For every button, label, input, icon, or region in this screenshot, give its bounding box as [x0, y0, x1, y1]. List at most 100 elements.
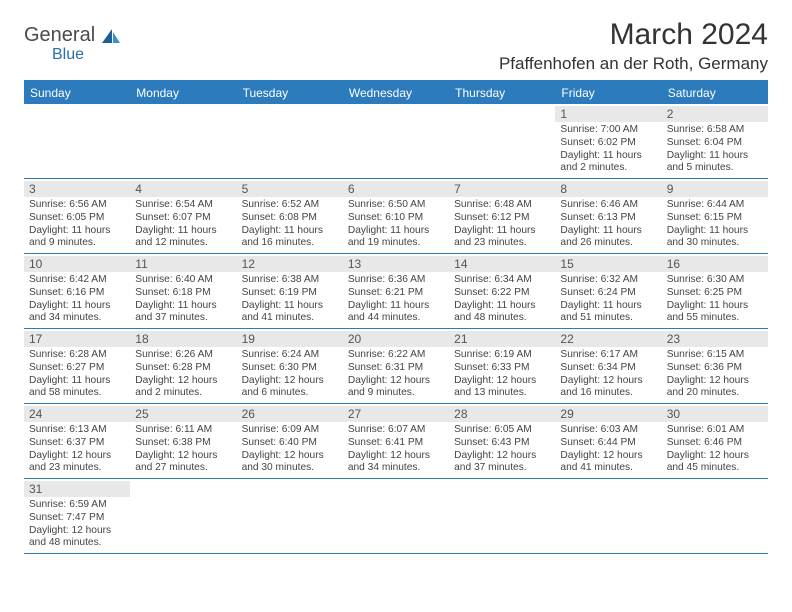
brand-logo: General Blue [24, 26, 122, 62]
day-info-line: Sunrise: 6:40 AM [135, 274, 231, 287]
week-row: 1Sunrise: 7:00 AMSunset: 6:02 PMDaylight… [24, 104, 768, 179]
week-row: 17Sunrise: 6:28 AMSunset: 6:27 PMDayligh… [24, 329, 768, 404]
day-number: 17 [24, 331, 130, 347]
day-info-line: and 45 minutes. [667, 462, 763, 475]
day-cell: 18Sunrise: 6:26 AMSunset: 6:28 PMDayligh… [130, 329, 236, 403]
day-cell [130, 104, 236, 178]
day-cell: 26Sunrise: 6:09 AMSunset: 6:40 PMDayligh… [237, 404, 343, 478]
day-info-line: Sunrise: 6:22 AM [348, 349, 444, 362]
day-number: 5 [237, 181, 343, 197]
dow-cell: Tuesday [237, 82, 343, 104]
day-number: 11 [130, 256, 236, 272]
dow-cell: Wednesday [343, 82, 449, 104]
day-info-line: Sunrise: 6:56 AM [29, 199, 125, 212]
day-info-line: Daylight: 12 hours [667, 450, 763, 463]
day-info-line: Daylight: 11 hours [242, 300, 338, 313]
day-number: 15 [555, 256, 661, 272]
day-info-line: Sunset: 6:37 PM [29, 437, 125, 450]
day-cell: 2Sunrise: 6:58 AMSunset: 6:04 PMDaylight… [662, 104, 768, 178]
day-info-line: Sunset: 6:33 PM [454, 362, 550, 375]
day-info-line: Sunset: 6:08 PM [242, 212, 338, 225]
day-info-line: Sunrise: 6:13 AM [29, 424, 125, 437]
day-info-line: and 37 minutes. [135, 312, 231, 325]
day-number: 27 [343, 406, 449, 422]
day-number: 26 [237, 406, 343, 422]
day-number: 10 [24, 256, 130, 272]
day-info-line: and 13 minutes. [454, 387, 550, 400]
day-info-line: Daylight: 11 hours [560, 225, 656, 238]
day-cell: 19Sunrise: 6:24 AMSunset: 6:30 PMDayligh… [237, 329, 343, 403]
day-info-line: Sunset: 6:41 PM [348, 437, 444, 450]
day-info-line: Sunrise: 6:58 AM [667, 124, 763, 137]
day-info-line: Sunrise: 6:32 AM [560, 274, 656, 287]
day-info-line: and 48 minutes. [29, 537, 125, 550]
day-cell: 10Sunrise: 6:42 AMSunset: 6:16 PMDayligh… [24, 254, 130, 328]
day-info-line: Sunset: 6:15 PM [667, 212, 763, 225]
day-number: 16 [662, 256, 768, 272]
day-number: 14 [449, 256, 555, 272]
day-cell: 31Sunrise: 6:59 AMSunset: 7:47 PMDayligh… [24, 479, 130, 553]
day-number: 3 [24, 181, 130, 197]
dow-cell: Thursday [449, 82, 555, 104]
day-cell [24, 104, 130, 178]
day-number: 20 [343, 331, 449, 347]
day-info-line: Sunset: 6:10 PM [348, 212, 444, 225]
day-info-line: and 9 minutes. [29, 237, 125, 250]
day-info-line: Sunrise: 6:30 AM [667, 274, 763, 287]
day-info-line: Sunset: 6:34 PM [560, 362, 656, 375]
day-info-line: Sunset: 6:25 PM [667, 287, 763, 300]
day-number: 22 [555, 331, 661, 347]
day-info-line: Sunrise: 7:00 AM [560, 124, 656, 137]
day-info-line: Sunrise: 6:48 AM [454, 199, 550, 212]
day-cell: 7Sunrise: 6:48 AMSunset: 6:12 PMDaylight… [449, 179, 555, 253]
day-info-line: and 41 minutes. [242, 312, 338, 325]
day-info-line: and 51 minutes. [560, 312, 656, 325]
day-number: 4 [130, 181, 236, 197]
day-info-line: Daylight: 12 hours [454, 375, 550, 388]
day-cell: 9Sunrise: 6:44 AMSunset: 6:15 PMDaylight… [662, 179, 768, 253]
day-cell: 6Sunrise: 6:50 AMSunset: 6:10 PMDaylight… [343, 179, 449, 253]
day-info-line: Sunrise: 6:34 AM [454, 274, 550, 287]
dow-cell: Saturday [662, 82, 768, 104]
day-cell: 5Sunrise: 6:52 AMSunset: 6:08 PMDaylight… [237, 179, 343, 253]
day-info-line: Daylight: 12 hours [348, 450, 444, 463]
day-info-line: Sunrise: 6:24 AM [242, 349, 338, 362]
day-info-line: and 16 minutes. [560, 387, 656, 400]
day-info-line: Sunrise: 6:38 AM [242, 274, 338, 287]
day-cell: 22Sunrise: 6:17 AMSunset: 6:34 PMDayligh… [555, 329, 661, 403]
day-cell: 8Sunrise: 6:46 AMSunset: 6:13 PMDaylight… [555, 179, 661, 253]
day-info-line: Sunset: 6:31 PM [348, 362, 444, 375]
day-info-line: Daylight: 11 hours [560, 300, 656, 313]
weeks-container: 1Sunrise: 7:00 AMSunset: 6:02 PMDaylight… [24, 104, 768, 554]
day-info-line: and 6 minutes. [242, 387, 338, 400]
day-number: 12 [237, 256, 343, 272]
day-info-line: Sunset: 6:05 PM [29, 212, 125, 225]
day-info-line: Sunset: 7:47 PM [29, 512, 125, 525]
day-info-line: Sunset: 6:18 PM [135, 287, 231, 300]
day-info-line: and 27 minutes. [135, 462, 231, 475]
day-info-line: Daylight: 11 hours [348, 225, 444, 238]
day-info-line: and 5 minutes. [667, 162, 763, 175]
day-info-line: Daylight: 11 hours [348, 300, 444, 313]
day-info-line: Sunrise: 6:09 AM [242, 424, 338, 437]
day-cell: 13Sunrise: 6:36 AMSunset: 6:21 PMDayligh… [343, 254, 449, 328]
day-cell [237, 479, 343, 553]
day-info-line: Sunrise: 6:59 AM [29, 499, 125, 512]
day-number: 29 [555, 406, 661, 422]
day-info-line: and 41 minutes. [560, 462, 656, 475]
day-cell: 29Sunrise: 6:03 AMSunset: 6:44 PMDayligh… [555, 404, 661, 478]
day-info-line: Sunrise: 6:07 AM [348, 424, 444, 437]
day-info-line: Sunrise: 6:11 AM [135, 424, 231, 437]
day-info-line: Daylight: 11 hours [667, 300, 763, 313]
day-info-line: Daylight: 12 hours [135, 375, 231, 388]
day-info-line: Sunset: 6:44 PM [560, 437, 656, 450]
day-cell: 12Sunrise: 6:38 AMSunset: 6:19 PMDayligh… [237, 254, 343, 328]
day-info-line: Sunset: 6:36 PM [667, 362, 763, 375]
day-info-line: and 23 minutes. [454, 237, 550, 250]
day-info-line: Sunrise: 6:42 AM [29, 274, 125, 287]
day-info-line: Daylight: 12 hours [29, 525, 125, 538]
day-info-line: Daylight: 12 hours [348, 375, 444, 388]
day-cell: 30Sunrise: 6:01 AMSunset: 6:46 PMDayligh… [662, 404, 768, 478]
day-number: 18 [130, 331, 236, 347]
dow-cell: Friday [555, 82, 661, 104]
